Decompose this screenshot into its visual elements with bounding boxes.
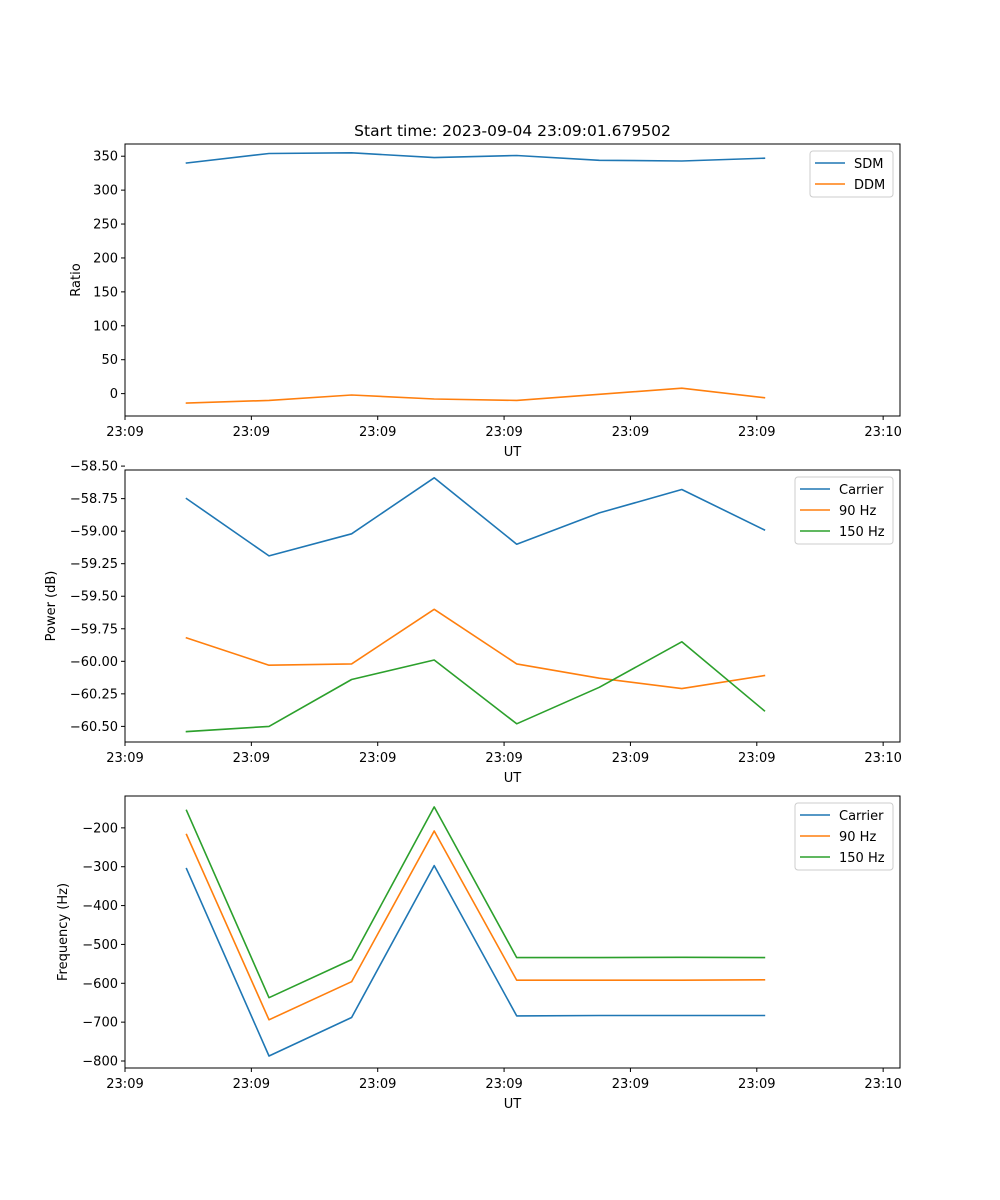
power-chart-lines [185, 476, 766, 733]
ratio-chart-lines [185, 152, 766, 404]
ratio-y-tick-label-5: 250 [93, 218, 118, 233]
frequency-x-tick-label-5: 23:09 [738, 1077, 775, 1092]
power-x-tick-label-2: 23:09 [359, 751, 396, 766]
chart-title: Start time: 2023-09-04 23:09:01.679502 [354, 122, 671, 140]
ratio-chart-frame [124, 143, 901, 417]
ratio-chart-legend: SDM DDM [809, 150, 894, 198]
power-y-tick-label-7: −58.75 [70, 492, 118, 507]
frequency-x-tick-label-3: 23:09 [485, 1077, 522, 1092]
power-chart-legend-box [794, 476, 894, 545]
ratio-chart-x-axis-label: UT [504, 445, 522, 460]
power-x-tick-label-5: 23:09 [738, 751, 775, 766]
frequency-chart-frame [124, 795, 901, 1069]
frequency-series-carrier-line [185, 864, 766, 1057]
frequency-y-tick-label-6: −200 [82, 821, 118, 836]
ratio-x-tick-label-1: 23:09 [233, 425, 270, 440]
power-chart: 23:09 23:09 23:09 23:09 23:09 23:09 23:10 −60.5… [44, 460, 902, 786]
frequency-y-tick-label-4: −400 [82, 899, 118, 914]
frequency-y-tick-label-0: −800 [82, 1055, 118, 1070]
legend-label-90hz: 90 Hz [839, 504, 876, 519]
frequency-chart-ticks: 23:09 23:09 23:09 23:09 23:09 23:09 23:10 −800 −… [82, 821, 902, 1092]
ratio-x-tick-label-6: 23:10 [864, 425, 901, 440]
frequency-chart-legend-box [794, 802, 894, 871]
power-chart-frame [124, 469, 901, 743]
frequency-y-tick-label-1: −700 [82, 1016, 118, 1031]
ratio-y-tick-label-3: 150 [93, 285, 118, 300]
power-x-tick-label-6: 23:10 [864, 751, 901, 766]
legend-label-sdm: SDM [854, 157, 883, 172]
frequency-series-90hz-line [185, 830, 766, 1021]
legend-label-150hz: 150 Hz [839, 525, 885, 540]
legend-label-carrier: Carrier [839, 809, 884, 824]
ratio-chart-y-axis-label: Ratio [69, 263, 84, 296]
frequency-chart-x-axis-label: UT [504, 1097, 522, 1112]
power-series-carrier-line [185, 476, 766, 557]
power-chart-y-axis-label: Power (dB) [44, 571, 59, 642]
ratio-y-tick-label-6: 300 [93, 184, 118, 199]
power-x-tick-label-3: 23:09 [485, 751, 522, 766]
legend-label-ddm: DDM [854, 178, 885, 193]
power-chart-x-axis-label: UT [504, 771, 522, 786]
ratio-x-tick-label-2: 23:09 [359, 425, 396, 440]
frequency-chart-legend: Carrier 90 Hz 150 Hz [794, 802, 894, 871]
frequency-series-150hz-line [185, 806, 766, 999]
frequency-x-tick-label-2: 23:09 [359, 1077, 396, 1092]
ratio-x-tick-label-0: 23:09 [106, 425, 143, 440]
power-y-tick-label-5: −59.25 [70, 557, 118, 572]
power-x-tick-label-0: 23:09 [106, 751, 143, 766]
ratio-y-tick-label-2: 100 [93, 319, 118, 334]
ratio-y-tick-label-0: 0 [110, 387, 118, 402]
legend-label-150hz: 150 Hz [839, 851, 885, 866]
power-y-tick-label-0: −60.50 [70, 720, 118, 735]
power-x-tick-label-4: 23:09 [612, 751, 649, 766]
power-y-tick-label-3: −59.75 [70, 622, 118, 637]
frequency-chart-lines [185, 806, 766, 1057]
frequency-chart: 23:09 23:09 23:09 23:09 23:09 23:09 23:10 −800 −… [56, 795, 902, 1112]
legend-label-90hz: 90 Hz [839, 830, 876, 845]
ratio-y-tick-label-1: 50 [101, 353, 118, 368]
power-y-tick-label-8: −58.50 [70, 460, 118, 475]
power-chart-legend: Carrier 90 Hz 150 Hz [794, 476, 894, 545]
ratio-x-tick-label-5: 23:09 [738, 425, 775, 440]
power-series-90hz-line [185, 608, 766, 690]
power-series-150hz-line [185, 640, 766, 733]
power-y-tick-label-6: −59.00 [70, 525, 118, 540]
ratio-y-tick-label-7: 350 [93, 150, 118, 165]
frequency-y-tick-label-2: −600 [82, 977, 118, 992]
frequency-x-tick-label-4: 23:09 [612, 1077, 649, 1092]
ratio-y-tick-label-4: 200 [93, 251, 118, 266]
ratio-series-sdm-line [185, 152, 766, 164]
ratio-x-tick-label-3: 23:09 [485, 425, 522, 440]
frequency-chart-y-axis-label: Frequency (Hz) [56, 883, 71, 981]
ratio-chart-ticks: 23:09 23:09 23:09 23:09 23:09 23:09 23:10 0 50 10… [93, 150, 902, 440]
power-y-tick-label-2: −60.00 [70, 655, 118, 670]
legend-label-carrier: Carrier [839, 483, 884, 498]
frequency-y-tick-label-5: −300 [82, 860, 118, 875]
power-y-tick-label-4: −59.50 [70, 590, 118, 605]
power-chart-ticks: 23:09 23:09 23:09 23:09 23:09 23:09 23:10 −60.5… [70, 460, 902, 766]
frequency-x-tick-label-6: 23:10 [864, 1077, 901, 1092]
frequency-x-tick-label-0: 23:09 [106, 1077, 143, 1092]
frequency-y-tick-label-3: −500 [82, 938, 118, 953]
frequency-x-tick-label-1: 23:09 [233, 1077, 270, 1092]
ratio-x-tick-label-4: 23:09 [612, 425, 649, 440]
ratio-chart: Start time: 2023-09-04 23:09:01.679502 2… [69, 122, 902, 460]
power-x-tick-label-1: 23:09 [233, 751, 270, 766]
ratio-series-ddm-line [185, 387, 766, 404]
power-y-tick-label-1: −60.25 [70, 687, 118, 702]
